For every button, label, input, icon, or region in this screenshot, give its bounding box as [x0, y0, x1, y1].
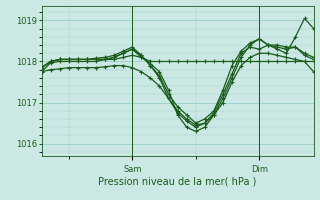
X-axis label: Pression niveau de la mer( hPa ): Pression niveau de la mer( hPa )	[99, 177, 257, 187]
